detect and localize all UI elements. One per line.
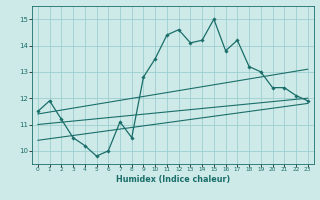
X-axis label: Humidex (Indice chaleur): Humidex (Indice chaleur) [116,175,230,184]
